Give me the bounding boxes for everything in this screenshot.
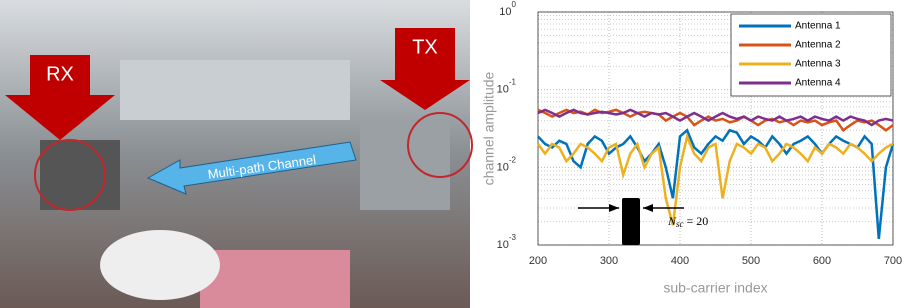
photo-windows [120, 60, 350, 120]
y-tick-label: 10-1 [497, 78, 517, 96]
annotation: Nsc = 20 [667, 214, 708, 229]
photo-cloth [200, 250, 350, 308]
photo-rack [40, 140, 120, 210]
photo-basin [100, 230, 220, 300]
y-axis-label: channel amplitude [481, 71, 497, 185]
x-tick-label: 500 [742, 255, 760, 267]
photo-cabinet [360, 120, 450, 210]
x-tick-label: 400 [671, 255, 689, 267]
x-tick-label: 700 [884, 255, 902, 267]
x-axis-label: sub-carrier index [663, 280, 767, 296]
legend-label: Antenna 2 [795, 40, 841, 51]
chart: 200 300 400 500 600 700 10-3 10-2 10-1 100 sub-car… [481, 0, 902, 296]
photo: RX TX Multi-path Channel [0, 0, 472, 308]
y-tick-label: 10-3 [497, 233, 517, 251]
x-tick-label: 200 [529, 255, 547, 267]
subcarrier-block [622, 198, 640, 245]
rx-label: RX [46, 63, 74, 85]
legend-label: Antenna 3 [795, 59, 841, 70]
y-tick-label: 10-2 [497, 155, 517, 173]
tx-label: TX [412, 36, 438, 58]
figure: RX TX Multi-path Channel 200 300 400 500 600… [0, 0, 904, 308]
x-tick-label: 300 [600, 255, 618, 267]
y-tick-label: 100 [499, 0, 516, 18]
legend-label: Antenna 4 [795, 78, 841, 89]
x-tick-label: 600 [813, 255, 831, 267]
legend-label: Antenna 1 [795, 21, 841, 32]
